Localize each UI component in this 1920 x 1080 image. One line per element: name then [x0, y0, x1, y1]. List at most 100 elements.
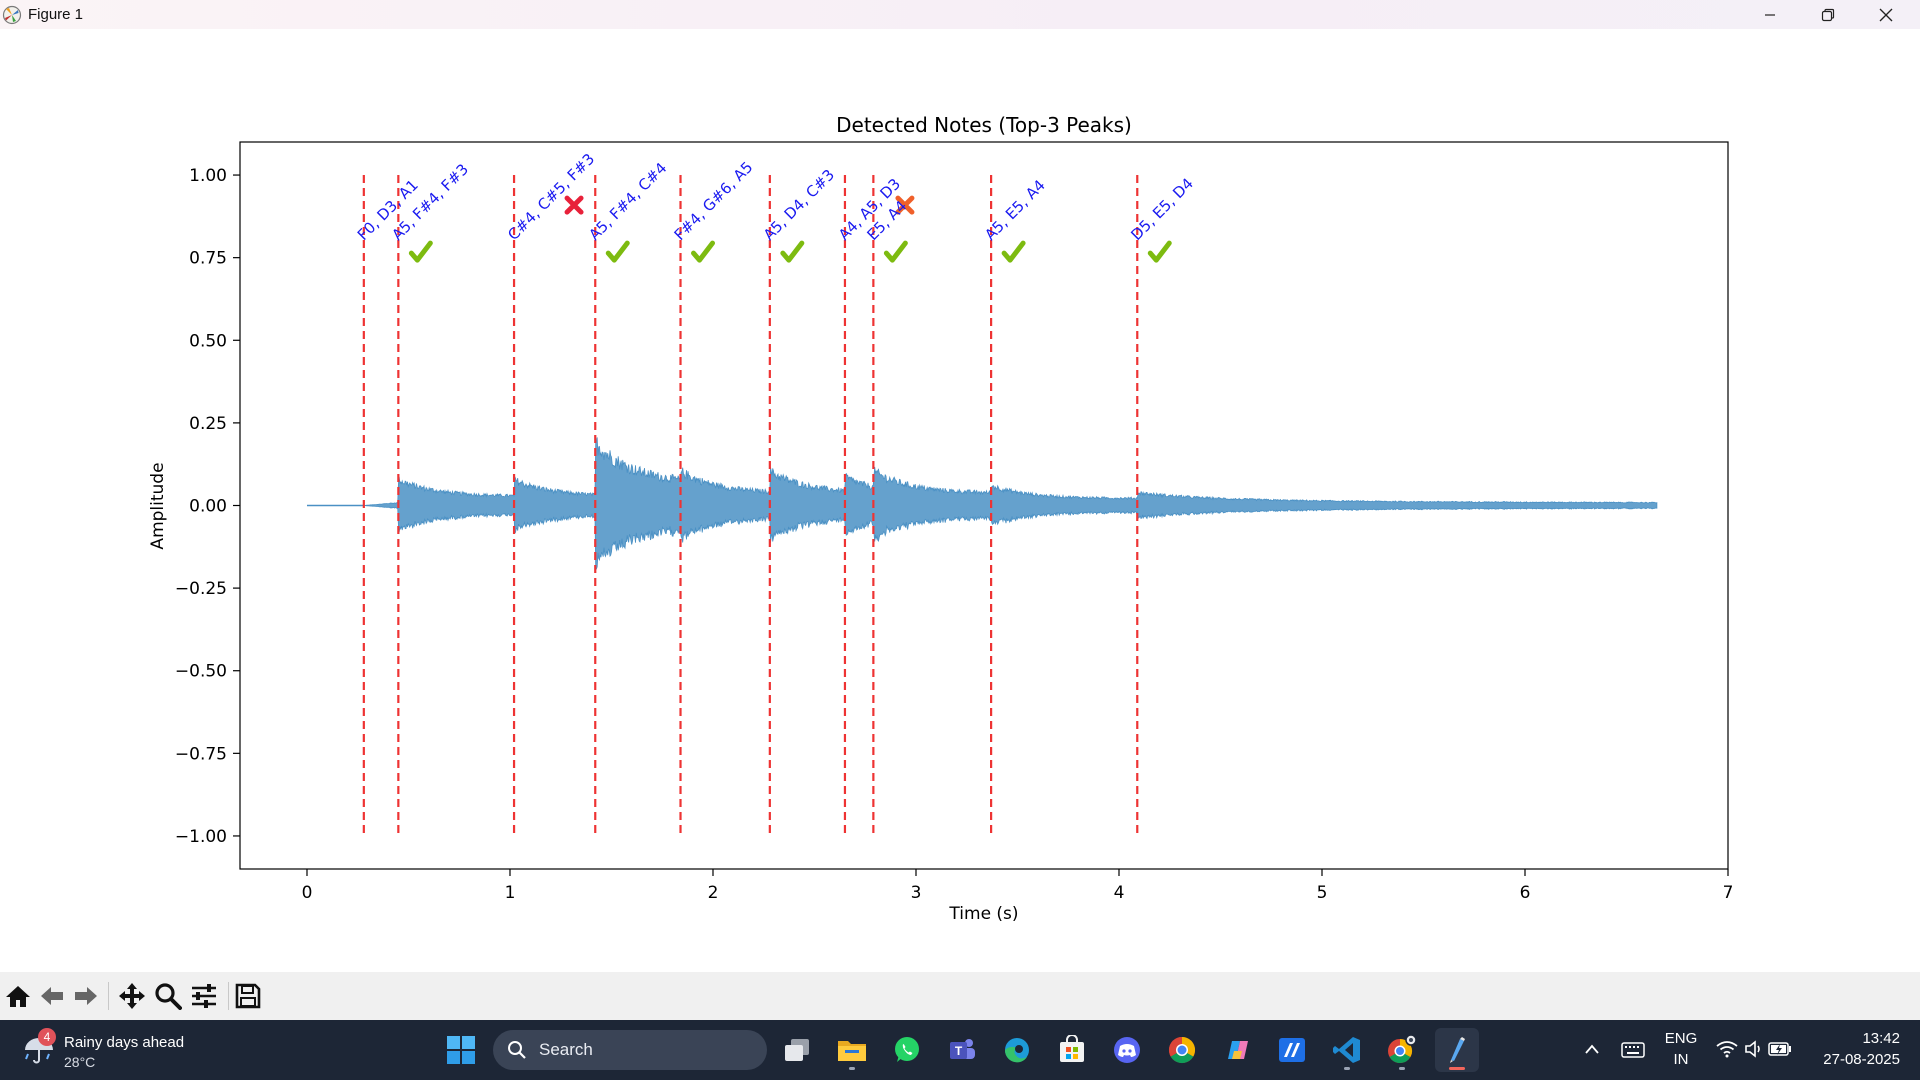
weather-temperature: 28°C: [64, 1054, 96, 1070]
pan-button[interactable]: [116, 980, 148, 1012]
svg-text:T: T: [955, 1044, 963, 1058]
vscode-icon: [1333, 1037, 1360, 1063]
microsoft-store-icon: [1060, 1035, 1084, 1062]
show-hidden-icons-button[interactable]: [1578, 1020, 1606, 1080]
x-tick-label: 1: [505, 883, 516, 903]
y-tick-label: −1.00: [175, 827, 227, 847]
figure-canvas[interactable]: 1.00 0.75 0.50 0.25 0.00 −0.25 −0.50 −0.75 −1.00…: [0, 29, 1920, 972]
minimize-button[interactable]: [1741, 0, 1799, 29]
teams-icon: T: [950, 1039, 975, 1059]
y-axis-label: Amplitude: [148, 462, 168, 549]
x-tick-label: 0: [302, 883, 313, 903]
y-tick-label: 0.00: [189, 497, 227, 517]
correct-check-icon: [1147, 240, 1172, 263]
y-tick-label: −0.75: [175, 744, 227, 764]
weather-headline: Rainy days ahead: [64, 1034, 185, 1051]
toolbar-separator: [228, 982, 229, 1010]
save-button[interactable]: [232, 980, 264, 1012]
note-label: C#4, C#5, F#3: [504, 150, 598, 244]
home-button[interactable]: [2, 980, 34, 1012]
home-icon: [6, 986, 30, 1007]
window-titlebar: Figure 1: [0, 0, 1920, 29]
chrome-profile-icon: [1388, 1034, 1417, 1064]
vscode-button[interactable]: [1325, 1028, 1369, 1072]
configure-subplots-button[interactable]: [188, 980, 220, 1012]
note-label: D5, E5, D4: [1127, 174, 1196, 243]
copilot-button[interactable]: [1215, 1028, 1259, 1072]
note-label: F#4, G#6, A5: [671, 158, 757, 244]
taskbar-search[interactable]: Search: [493, 1030, 767, 1070]
touch-keyboard-button[interactable]: [1618, 1020, 1648, 1080]
volume-icon: [1745, 1040, 1760, 1058]
teams-button[interactable]: T: [940, 1028, 984, 1072]
note-label: A5, E5, A4: [981, 176, 1049, 244]
y-tick-label: −0.50: [175, 662, 227, 682]
x-tick-label: 5: [1317, 883, 1328, 903]
y-tick-label: 1.00: [189, 166, 227, 186]
running-indicator: [1344, 1067, 1350, 1070]
mathpix-button[interactable]: [1270, 1028, 1314, 1072]
correct-check-icon: [691, 240, 716, 263]
correct-check-icon: [605, 240, 630, 263]
discord-button[interactable]: [1105, 1028, 1149, 1072]
whatsapp-button[interactable]: [885, 1028, 929, 1072]
running-indicator: [1399, 1067, 1405, 1070]
keyboard-icon: [1621, 1042, 1645, 1058]
language-region: IN: [1673, 1051, 1689, 1068]
waveform-chart: 1.00 0.75 0.50 0.25 0.00 −0.25 −0.50 −0.75 −1.00…: [148, 113, 1734, 924]
clock-button[interactable]: 13:42 27-08-2025: [1806, 1020, 1900, 1080]
file-explorer-icon: [838, 1041, 866, 1061]
copilot-icon: [1228, 1041, 1248, 1059]
close-icon: [1879, 8, 1893, 21]
close-button[interactable]: [1857, 0, 1915, 29]
x-tick-label: 6: [1520, 883, 1531, 903]
restore-button[interactable]: [1799, 0, 1857, 29]
python-figure-icon: [1450, 1037, 1465, 1063]
zoom-button[interactable]: [152, 980, 184, 1012]
note-label: A5, D4, C#3: [760, 166, 838, 244]
chrome-profile-button[interactable]: [1380, 1028, 1424, 1072]
toolbar-separator: [108, 982, 109, 1010]
y-tick-label: 0.75: [189, 249, 227, 269]
configure-subplots-icon: [192, 984, 216, 1008]
back-button[interactable]: [36, 980, 68, 1012]
y-tick-label: −0.25: [175, 579, 227, 599]
x-tick-label: 7: [1723, 883, 1734, 903]
wifi-icon: [1716, 1041, 1738, 1058]
start-button[interactable]: [439, 1028, 483, 1072]
whatsapp-icon: [895, 1037, 919, 1062]
note-label: A5, F#4, C#4: [585, 159, 670, 244]
mathpix-icon: [1279, 1038, 1305, 1062]
battery-icon: [1768, 1042, 1791, 1056]
running-indicator: [849, 1067, 855, 1070]
file-explorer-button[interactable]: [830, 1028, 874, 1072]
save-icon: [235, 983, 261, 1009]
x-tick-label: 2: [708, 883, 719, 903]
x-tick-label: 3: [911, 883, 922, 903]
x-tick-label: 4: [1114, 883, 1125, 903]
microsoft-store-button[interactable]: [1050, 1028, 1094, 1072]
zoom-icon: [155, 983, 182, 1010]
quick-settings-button[interactable]: [1716, 1020, 1792, 1080]
weather-alert-badge: 4: [38, 1028, 56, 1046]
matplotlib-app-icon: [2, 5, 22, 25]
input-language-button[interactable]: ENG IN: [1656, 1020, 1706, 1080]
search-icon: [508, 1041, 526, 1059]
task-view-icon: [785, 1039, 809, 1061]
x-axis-label: Time (s): [948, 904, 1018, 924]
chrome-icon: [1168, 1036, 1196, 1064]
clock-time: 13:42: [1862, 1030, 1900, 1047]
matplotlib-toolbar: [0, 972, 1920, 1020]
task-view-button[interactable]: [775, 1028, 819, 1072]
python-figure-button[interactable]: [1435, 1028, 1479, 1072]
incorrect-cross-icon: [895, 195, 915, 215]
taskbar: 4 Rainy days ahead 28°C Search T: [0, 1020, 1920, 1080]
incorrect-cross-icon: [564, 195, 584, 215]
chrome-button[interactable]: [1160, 1028, 1204, 1072]
forward-button[interactable]: [70, 980, 102, 1012]
edge-icon: [1004, 1038, 1029, 1063]
correct-check-icon: [780, 240, 805, 263]
clock-date: 27-08-2025: [1823, 1051, 1900, 1068]
edge-button[interactable]: [995, 1028, 1039, 1072]
correct-check-icon: [883, 240, 908, 263]
